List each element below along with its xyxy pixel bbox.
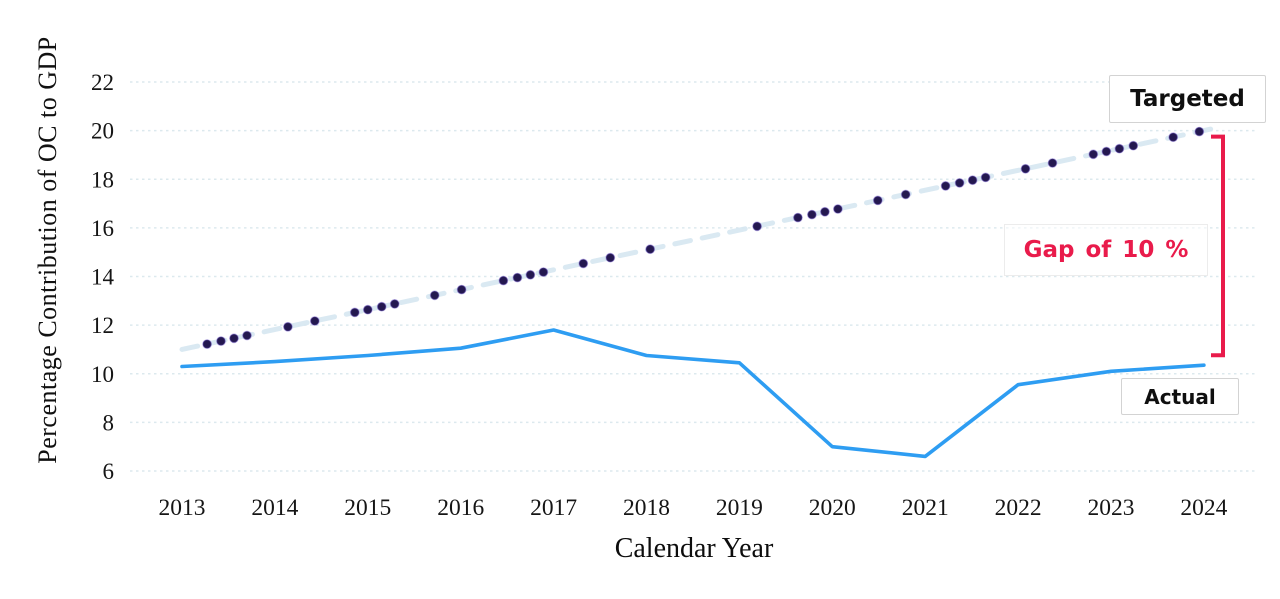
y-tick-label: 20 — [91, 119, 114, 144]
targeted-dot — [578, 258, 589, 269]
targeted-dot — [833, 204, 843, 214]
targeted-dot — [1047, 158, 1058, 168]
targeted-dot — [1088, 149, 1099, 160]
targeted-dot — [229, 333, 239, 344]
targeted-dot — [429, 290, 440, 301]
gap-bracket — [1211, 134, 1225, 358]
targeted-dot — [525, 269, 536, 280]
targeted-dot — [283, 321, 293, 332]
targeted-dot — [605, 252, 616, 263]
gap-annotation: Gap of 10 % — [1004, 224, 1208, 276]
targeted-dot — [349, 307, 360, 318]
targeted-dot — [1101, 146, 1112, 157]
targeted-series-label-text: Targeted — [1130, 86, 1245, 112]
targeted-dot — [498, 275, 509, 286]
targeted-dot — [980, 172, 991, 183]
targeted-dot — [242, 330, 252, 341]
x-axis-title: Calendar Year — [614, 533, 774, 564]
targeted-dot — [216, 336, 226, 347]
targeted-dot — [512, 272, 523, 283]
y-tick-label: 6 — [103, 459, 115, 484]
targeted-dot — [1194, 126, 1205, 137]
targeted-series-label: Targeted — [1109, 75, 1266, 123]
actual-series-label: Actual — [1121, 378, 1239, 415]
targeted-dot — [1114, 143, 1125, 154]
actual-line — [180, 328, 1206, 459]
targeted-dot — [645, 244, 656, 255]
x-tick-label: 2020 — [809, 495, 856, 521]
y-tick-label: 10 — [91, 362, 114, 387]
y-tick-label: 16 — [91, 216, 114, 241]
gap-annotation-text: Gap of 10 % — [1023, 237, 1189, 263]
targeted-dot — [1168, 132, 1179, 143]
targeted-dot — [538, 267, 549, 278]
y-tick-label: 12 — [91, 313, 114, 338]
x-tick-label: 2018 — [623, 495, 670, 521]
targeted-dot — [967, 175, 978, 186]
targeted-dot — [954, 177, 965, 188]
x-tick-label: 2014 — [251, 495, 298, 521]
x-tick-label: 2016 — [437, 495, 484, 521]
actual-series-label-text: Actual — [1144, 384, 1216, 409]
targeted-dot — [309, 316, 320, 326]
x-tick-label: 2017 — [530, 495, 577, 521]
targeted-dot — [362, 304, 373, 315]
targeted-dot — [900, 189, 911, 200]
y-tick-label: 8 — [103, 410, 115, 435]
y-axis-title: Percentage Contribution of OC to GDP — [33, 36, 62, 464]
y-tick-label: 14 — [91, 265, 115, 290]
x-tick-label: 2023 — [1088, 495, 1135, 521]
x-tick-label: 2019 — [716, 495, 763, 521]
targeted-dot — [807, 209, 817, 220]
targeted-dot — [820, 206, 830, 217]
x-tick-label: 2024 — [1180, 495, 1227, 521]
targeted-dot — [1020, 163, 1031, 174]
x-tick-label: 2013 — [159, 495, 206, 521]
targeted-dot — [376, 301, 387, 312]
targeted-dot — [456, 284, 467, 295]
y-tick-label: 22 — [91, 70, 114, 95]
x-tick-label: 2021 — [902, 495, 949, 521]
y-tick-label: 18 — [91, 167, 114, 192]
x-tick-label: 2015 — [344, 495, 391, 521]
targeted-dot — [752, 221, 762, 232]
targeted-dot — [793, 212, 803, 223]
targeted-dot — [389, 299, 400, 309]
targeted-dot — [1128, 140, 1139, 151]
x-tick-label: 2022 — [995, 495, 1042, 521]
targeted-dot — [940, 180, 951, 191]
targeted-dot — [202, 339, 213, 350]
targeted-dot — [872, 195, 883, 206]
